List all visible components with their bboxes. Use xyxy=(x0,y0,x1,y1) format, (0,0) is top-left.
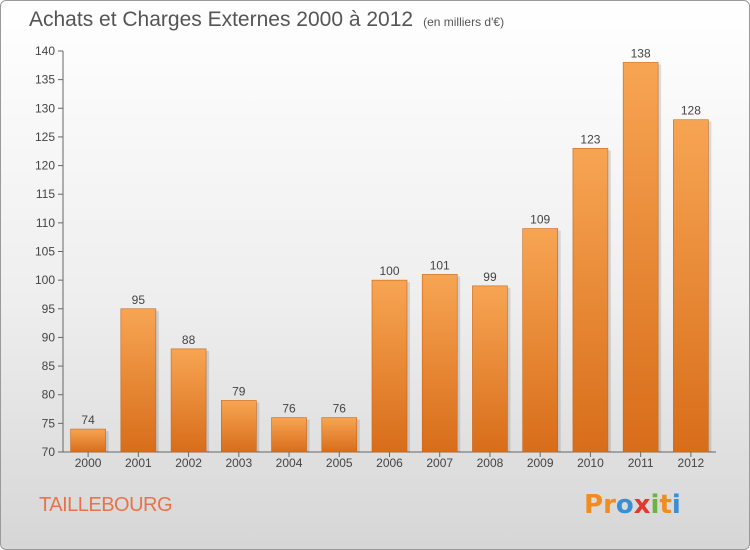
data-label: 99 xyxy=(483,270,497,284)
logo-letter: o xyxy=(615,490,634,520)
bar-2006 xyxy=(371,279,408,453)
y-tick-label: 110 xyxy=(36,216,55,230)
bar-2002 xyxy=(170,348,207,453)
chart-title-text: Achats et Charges Externes 2000 à 2012 xyxy=(29,8,414,31)
x-tick-label: 2005 xyxy=(326,456,353,470)
bar-2011 xyxy=(622,62,659,453)
x-tick-label: 2004 xyxy=(276,456,303,470)
y-tick-label: 100 xyxy=(35,273,55,287)
data-label: 79 xyxy=(232,384,246,398)
y-tick-label: 135 xyxy=(35,73,55,87)
x-tick-label: 2011 xyxy=(628,456,654,470)
x-tick-label: 2002 xyxy=(175,456,202,470)
chart-labels: 74 95 88 79 76 76 100 101 99 109 123 138 128 xyxy=(81,46,701,427)
y-tick-label: 115 xyxy=(36,187,55,201)
bar-2009 xyxy=(522,228,558,453)
data-label: 100 xyxy=(379,264,399,278)
bar-2003 xyxy=(221,400,257,453)
x-tick-label: 2000 xyxy=(75,456,102,470)
y-tick-label: 125 xyxy=(35,130,55,144)
y-tick-label: 75 xyxy=(42,416,56,430)
commune-name: TAILLEBOURG xyxy=(39,494,173,516)
x-tick-label: 2009 xyxy=(527,456,554,470)
chart-subtitle: (en milliers d'€) xyxy=(423,15,505,29)
x-tick-label: 2001 xyxy=(125,456,152,470)
data-label: 128 xyxy=(681,104,701,118)
logo-letter: i xyxy=(650,490,660,520)
proxiti-logo: Proxiti xyxy=(584,490,681,520)
bar-2008 xyxy=(472,285,508,453)
data-label: 101 xyxy=(430,258,450,272)
logo-letter: i xyxy=(671,490,681,520)
x-tick-label: 2007 xyxy=(426,456,453,470)
x-tick-label: 2006 xyxy=(376,456,403,470)
data-label: 95 xyxy=(132,293,146,307)
logo-letter: r xyxy=(603,490,616,520)
logo-letter: t xyxy=(659,490,672,520)
bar-2010 xyxy=(572,148,609,453)
bar-2005 xyxy=(321,417,358,453)
y-tick-label: 70 xyxy=(42,445,56,459)
bar-2007 xyxy=(421,274,458,453)
x-tick-label: 2003 xyxy=(225,456,252,470)
chart-bars xyxy=(70,62,712,453)
data-label: 138 xyxy=(631,46,651,60)
data-label: 88 xyxy=(182,333,196,347)
logo-letter: P xyxy=(584,490,604,520)
y-tick-label: 105 xyxy=(35,245,55,259)
y-tick-label: 120 xyxy=(35,159,55,173)
data-label: 76 xyxy=(333,402,347,416)
x-tick-label: 2008 xyxy=(477,456,504,470)
bar-2001 xyxy=(120,308,157,453)
x-tick-label: 2012 xyxy=(678,456,705,470)
data-label: 123 xyxy=(580,132,600,146)
bar-2000 xyxy=(70,428,106,453)
y-tick-label: 130 xyxy=(35,101,55,115)
bar-2012 xyxy=(673,119,709,453)
y-tick-label: 85 xyxy=(42,359,56,373)
chart-title: Achats et Charges Externes 2000 à 2012 (e… xyxy=(29,8,504,32)
data-label: 76 xyxy=(282,402,296,416)
data-label: 74 xyxy=(81,413,95,427)
logo-letter: x xyxy=(633,490,651,520)
x-tick-label: 2010 xyxy=(577,456,604,470)
y-tick-label: 80 xyxy=(42,388,56,402)
y-tick-label: 95 xyxy=(42,302,56,316)
y-tick-label: 90 xyxy=(42,330,56,344)
data-label: 109 xyxy=(530,213,550,227)
bar-2004 xyxy=(271,417,307,453)
y-tick-label: 140 xyxy=(35,44,55,58)
